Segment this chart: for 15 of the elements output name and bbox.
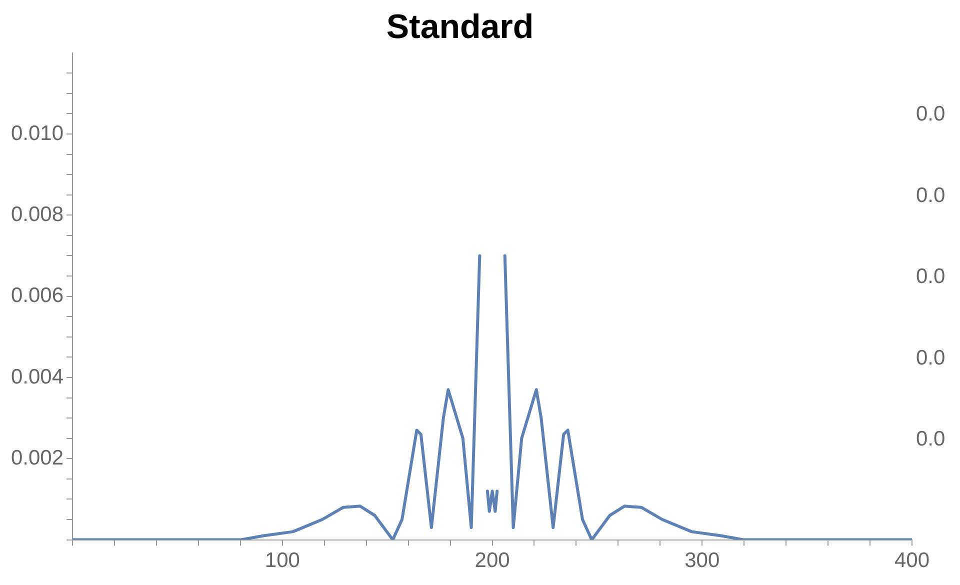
x-tick-label: 200 <box>474 549 510 572</box>
text: 0.0 <box>916 184 946 207</box>
y-tick-label: 0.002 <box>10 446 64 470</box>
y-tick-label: 0.006 <box>10 284 64 308</box>
x-tick-label: 100 <box>264 549 300 572</box>
x-tick-label: 300 <box>684 549 720 572</box>
text: 0.0 <box>916 346 946 370</box>
y-tick-label: 0.004 <box>10 365 64 388</box>
x-tick-label: 400 <box>894 549 930 572</box>
chart-title: Standard <box>386 8 534 46</box>
text: 0.0 <box>916 265 946 288</box>
y-tick-label: 0.008 <box>10 202 64 226</box>
text: 0.0 <box>916 102 946 126</box>
text: 0.0 <box>916 428 946 451</box>
y-tick-label: 0.010 <box>10 122 64 145</box>
